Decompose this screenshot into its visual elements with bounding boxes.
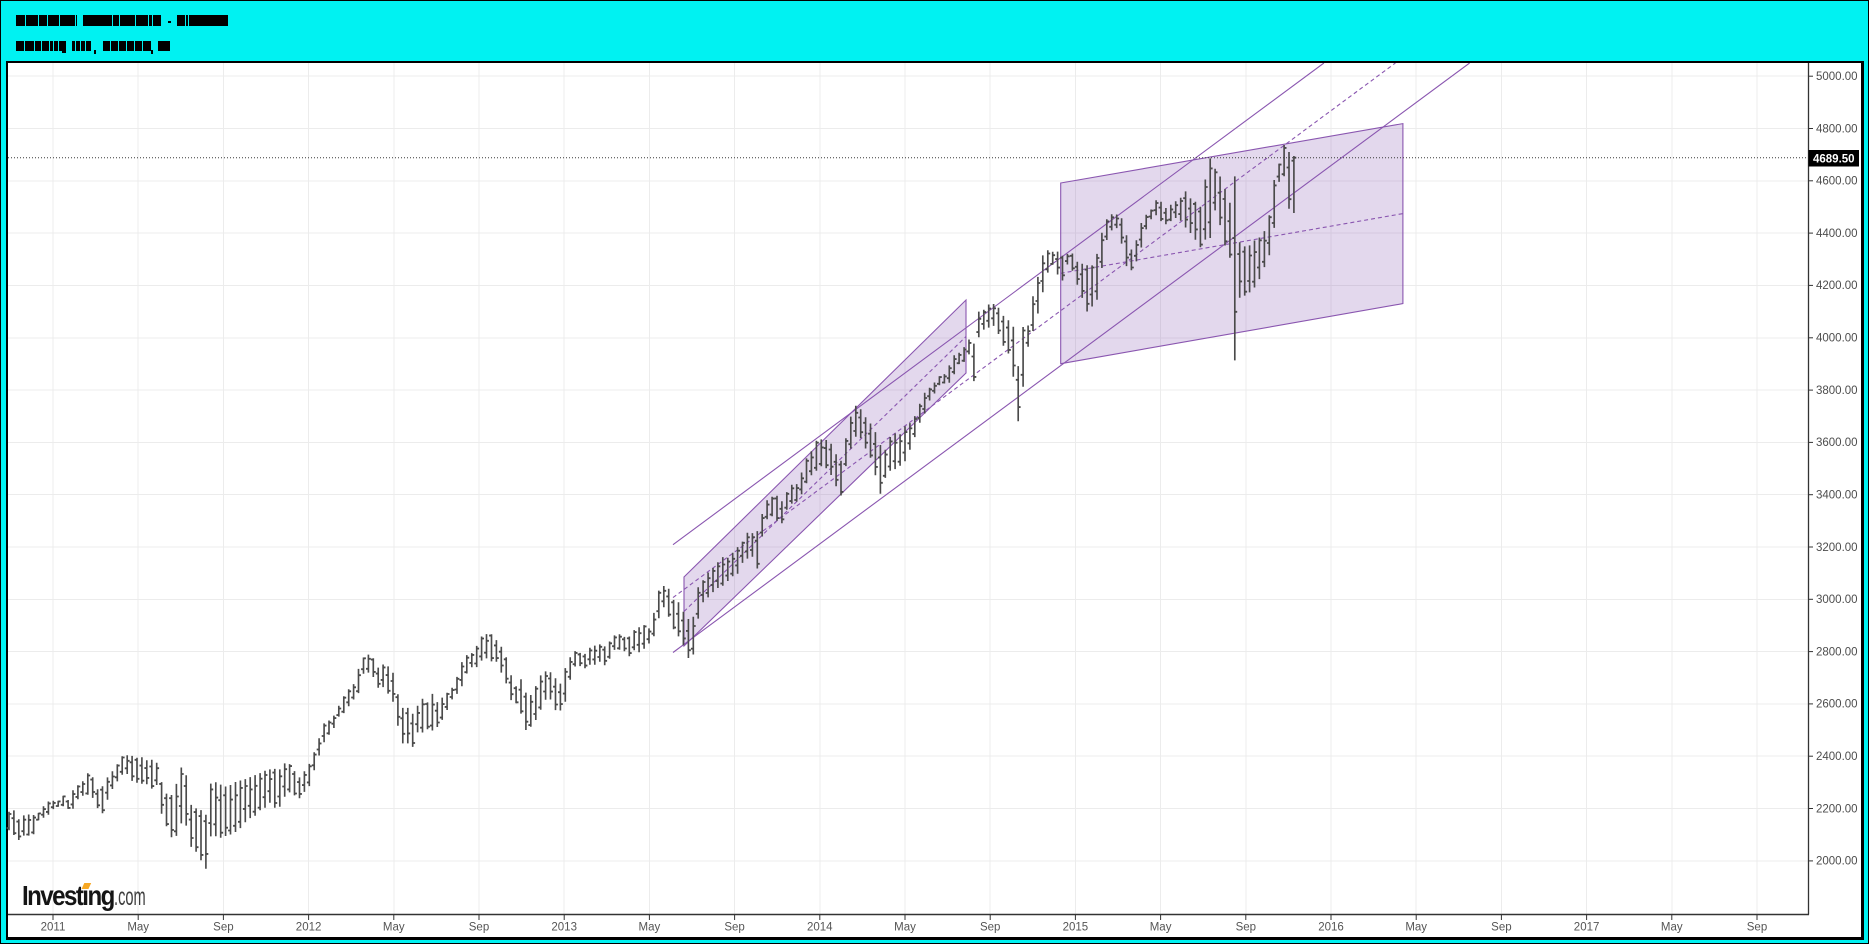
svg-text:4689.50: 4689.50 [1813,154,1855,166]
svg-text:2013: 2013 [551,922,577,934]
svg-text:2017: 2017 [1574,922,1600,934]
svg-text:2016: 2016 [1318,922,1344,934]
svg-text:5000.00: 5000.00 [1816,71,1858,83]
svg-text:May: May [1150,922,1172,934]
svg-text:2400.00: 2400.00 [1816,751,1858,763]
svg-text:Sep: Sep [469,922,489,934]
svg-text:4600.00: 4600.00 [1816,176,1858,188]
svg-text:3200.00: 3200.00 [1816,542,1858,554]
svg-text:4000.00: 4000.00 [1816,333,1858,345]
svg-text:3000.00: 3000.00 [1816,594,1858,606]
svg-text:Sep: Sep [1236,922,1256,934]
svg-text:2015: 2015 [1063,922,1089,934]
svg-text:May: May [127,922,149,934]
svg-text:2011: 2011 [41,922,66,934]
svg-text:2200.00: 2200.00 [1816,803,1858,815]
svg-text:Sep: Sep [1491,922,1511,934]
svg-text:2014: 2014 [807,922,833,934]
svg-text:Sep: Sep [980,922,1000,934]
svg-text:May: May [639,922,661,934]
svg-text:3600.00: 3600.00 [1816,437,1858,449]
svg-text:3400.00: 3400.00 [1816,490,1858,502]
svg-text:Sep: Sep [724,922,744,934]
svg-text:May: May [1661,922,1683,934]
svg-text:2012: 2012 [296,922,322,934]
svg-text:2600.00: 2600.00 [1816,699,1858,711]
svg-text:4400.00: 4400.00 [1816,228,1858,240]
svg-text:4800.00: 4800.00 [1816,123,1858,135]
svg-text:May: May [894,922,916,934]
svg-text:May: May [1405,922,1427,934]
svg-text:2000.00: 2000.00 [1816,856,1858,868]
svg-text:May: May [383,922,405,934]
svg-text:Sep: Sep [213,922,233,934]
svg-text:Sep: Sep [1747,922,1767,934]
svg-text:3800.00: 3800.00 [1816,385,1858,397]
svg-text:4200.00: 4200.00 [1816,280,1858,292]
svg-text:2800.00: 2800.00 [1816,646,1858,658]
